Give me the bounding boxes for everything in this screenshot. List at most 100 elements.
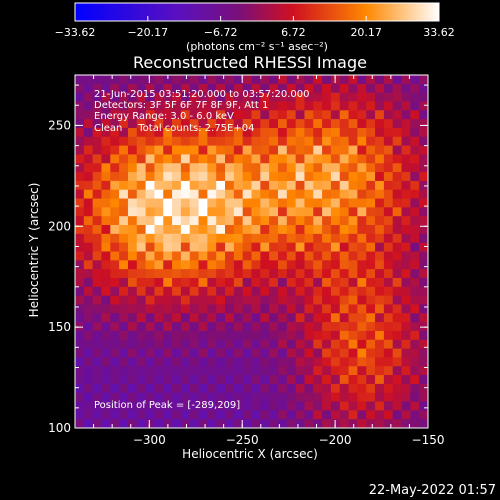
heatmap-cell [330, 260, 341, 270]
heatmap-cell [172, 225, 182, 235]
heatmap-cell [269, 286, 279, 297]
heatmap-cell [410, 401, 420, 411]
heatmap-cell [277, 322, 288, 332]
x-tick-label: −300 [133, 433, 166, 447]
heatmap-cell [233, 127, 244, 138]
heatmap-cell [207, 127, 217, 138]
heatmap-cell [392, 101, 402, 111]
heatmap-cell [419, 75, 429, 85]
heatmap-cell [198, 233, 208, 244]
heatmap-cell [119, 330, 129, 341]
heatmap-cell [419, 119, 429, 129]
heatmap-cell [154, 419, 164, 429]
heatmap-cell [295, 163, 305, 173]
heatmap-cell [375, 375, 385, 385]
heatmap-cell [348, 136, 358, 146]
heatmap-cell [348, 260, 358, 270]
heatmap-cell [136, 330, 146, 341]
plot-frame [74, 74, 429, 429]
heatmap-cell [119, 295, 129, 305]
heatmap-cell [242, 269, 252, 279]
heatmap-cell [269, 357, 279, 367]
heatmap-cell [392, 277, 402, 288]
heatmap-cell [251, 180, 261, 191]
heatmap-cell [127, 110, 138, 120]
annotation-detectors: Detectors: 3F 5F 6F 7F 8F 9F, Att 1 [94, 100, 268, 111]
heatmap-cell [145, 75, 155, 85]
heatmap-cell [286, 110, 297, 120]
heatmap-cell [119, 101, 129, 111]
heatmap-cell [330, 83, 341, 94]
heatmap-cell [286, 92, 297, 102]
heatmap-cell [180, 348, 191, 358]
heatmap-cell [216, 330, 226, 341]
heatmap-cell [163, 304, 173, 314]
heatmap-cell [410, 75, 420, 85]
heatmap-cell [339, 127, 349, 138]
heatmap-cell [198, 313, 208, 323]
colorbar-tick-label: −33.62 [55, 26, 96, 39]
heatmap-cell [110, 136, 120, 146]
heatmap-cell [233, 110, 244, 120]
heatmap-cell [180, 366, 191, 376]
heatmap-cell [189, 277, 199, 288]
heatmap-cell [189, 251, 199, 261]
heatmap-cell [242, 339, 252, 349]
heatmap-cell [410, 119, 420, 129]
heatmap-cell [260, 225, 270, 235]
heatmap-cell [127, 225, 138, 235]
heatmap-cell [410, 242, 420, 252]
heatmap-cell [366, 313, 376, 323]
heatmap-cell [392, 260, 402, 270]
heatmap-cell [366, 366, 376, 376]
heatmap-cell [163, 260, 173, 270]
heatmap-cell [154, 101, 164, 111]
heatmap-cell [313, 330, 323, 341]
heatmap-cell [339, 101, 349, 111]
heatmap-cell [92, 286, 102, 297]
heatmap-cell [277, 83, 288, 94]
heatmap-cell [419, 339, 429, 349]
heatmap-cell [180, 189, 191, 199]
heatmap-cell [127, 375, 138, 385]
heatmap-cell [383, 216, 394, 226]
heatmap-cell [392, 110, 402, 120]
heatmap-cell [154, 83, 164, 94]
heatmap-cell [75, 242, 85, 252]
heatmap-cell [242, 119, 252, 129]
heatmap-cell [83, 286, 94, 297]
heatmap-cell [286, 401, 297, 411]
heatmap-cell [269, 154, 279, 164]
heatmap-cell [233, 233, 244, 244]
heatmap-cell [339, 419, 349, 429]
heatmap-cell [207, 348, 217, 358]
heatmap-cell [295, 119, 305, 129]
heatmap-cell [154, 92, 164, 102]
heatmap-cell [233, 145, 244, 155]
heatmap-cell [269, 225, 279, 235]
heatmap-cell [286, 366, 297, 376]
heatmap-cell [269, 136, 279, 146]
heatmap-cell [410, 304, 420, 314]
heatmap-cell [145, 401, 155, 411]
heatmap-cell [216, 92, 226, 102]
x-axis-label: Heliocentric X (arcsec) [182, 447, 318, 461]
heatmap-cell [410, 410, 420, 420]
heatmap-cell [401, 163, 411, 173]
heatmap-cell [233, 392, 244, 402]
heatmap-cell [313, 101, 323, 111]
heatmap-cell [313, 83, 323, 94]
heatmap-cell [313, 313, 323, 323]
heatmap-cell [225, 225, 235, 235]
heatmap-cell [322, 154, 332, 164]
heatmap-cell [410, 295, 420, 305]
heatmap-cell [225, 375, 235, 385]
heatmap-cell [198, 366, 208, 376]
heatmap-cell [286, 330, 297, 341]
heatmap-cell [251, 154, 261, 164]
heatmap-cell [401, 154, 411, 164]
heatmap-cell [322, 216, 332, 226]
heatmap-cell [101, 286, 111, 297]
heatmap-cell [383, 180, 394, 191]
heatmap-cell [127, 339, 138, 349]
